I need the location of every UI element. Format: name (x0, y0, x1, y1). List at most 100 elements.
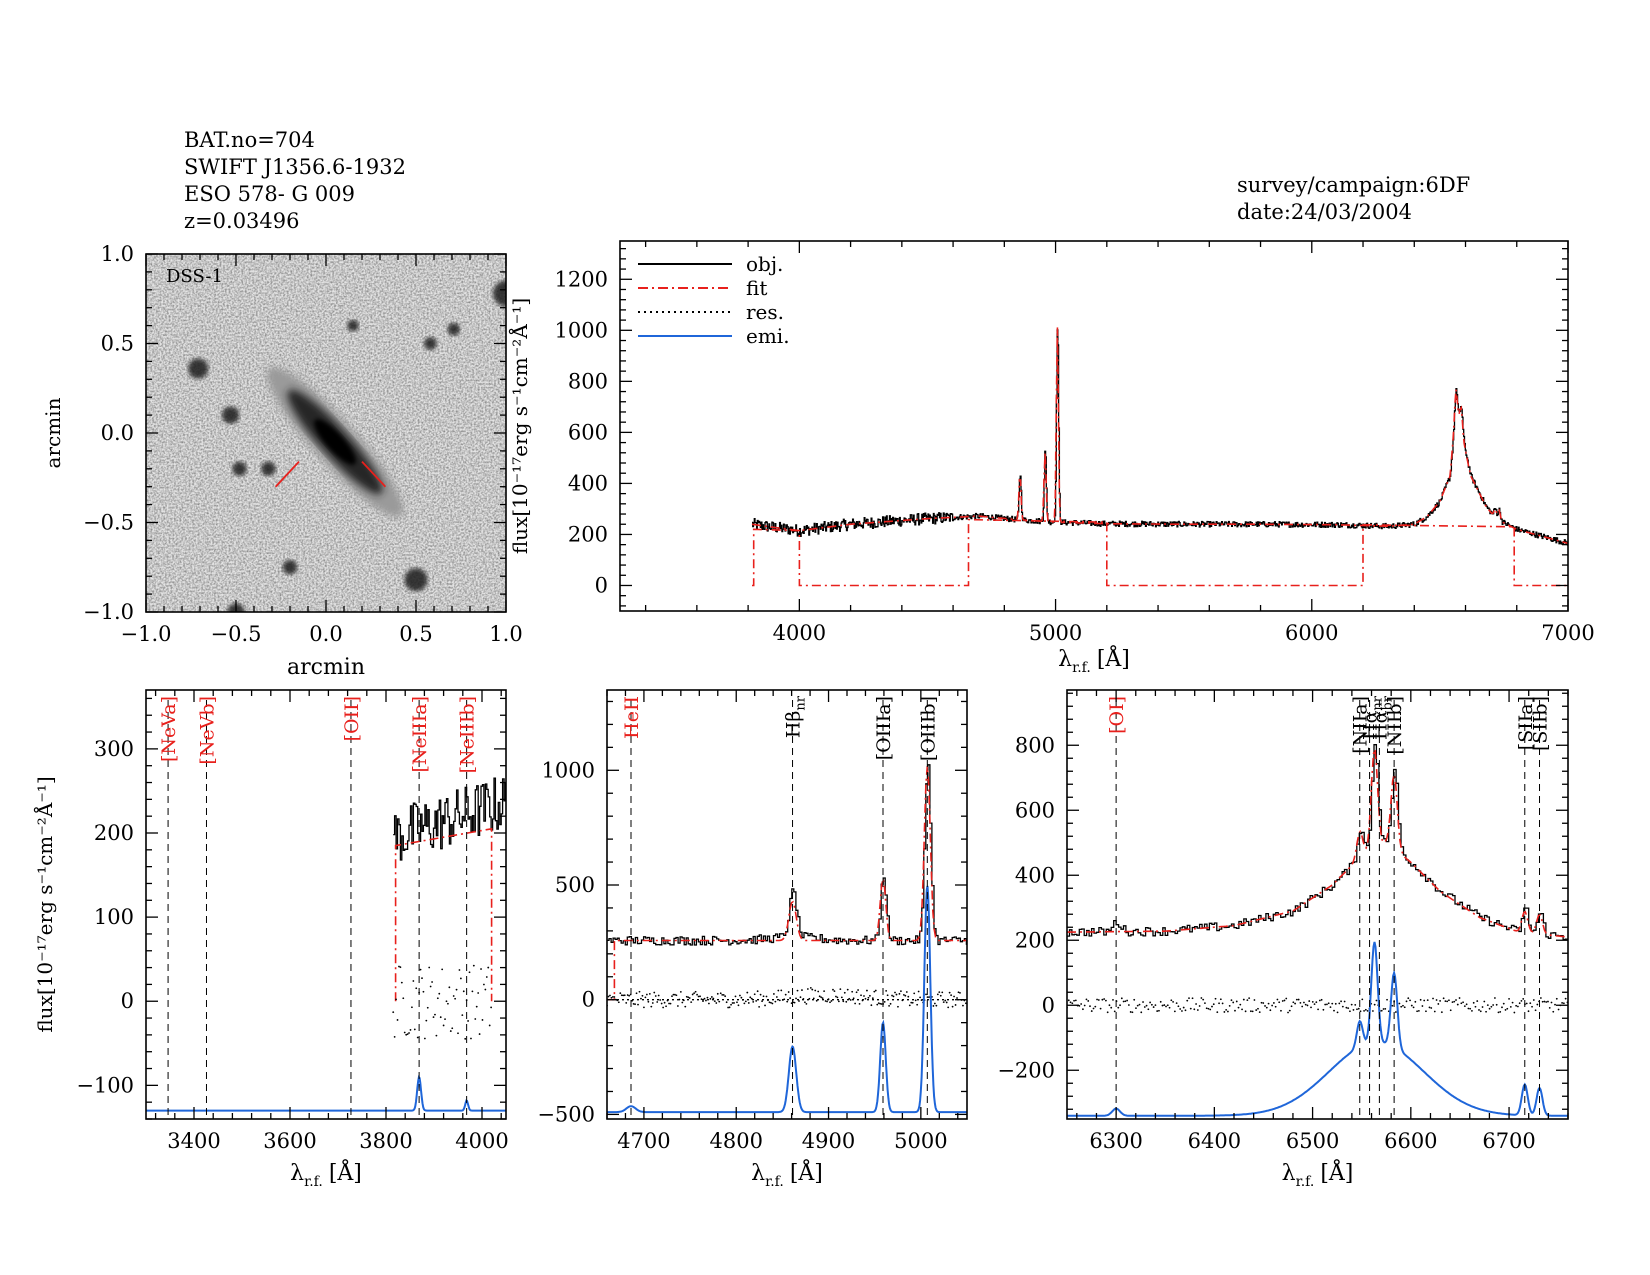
dss-galaxy (266, 366, 404, 517)
z1-xtick-label: 3600 (263, 1129, 316, 1153)
z1-ylabel: flux[10⁻¹⁷erg s⁻¹cm⁻²Å⁻¹] (32, 776, 57, 1032)
dss-star (493, 280, 506, 307)
dss-xtick-label: 1.0 (489, 622, 522, 646)
legend-label: res. (746, 300, 784, 324)
legend-label: fit (746, 276, 767, 300)
dss-ylabel: arcmin (41, 397, 65, 468)
z3-ytick-label: −200 (997, 1058, 1055, 1082)
dss-star (188, 358, 209, 379)
dss-xtick-label: 0.0 (309, 622, 342, 646)
header-galaxy-name: ESO 578- G 009 (184, 182, 355, 206)
z3-frame (1066, 689, 1569, 1120)
dss-star (261, 461, 276, 476)
z2-xtick-label: 5000 (894, 1129, 947, 1153)
z1-line-label: [NeVa] (158, 696, 180, 762)
header-redshift: z=0.03496 (184, 209, 300, 233)
full-ytick-label: 200 (568, 522, 608, 546)
z3-residuals (1067, 997, 1568, 1014)
z3-line-label: [SIIb] (1530, 696, 1552, 751)
z1-xtick-label: 3400 (167, 1129, 220, 1153)
dss-xtick-label: −1.0 (121, 622, 172, 646)
dss-ytick-label: 0.0 (101, 421, 134, 445)
z2-ytick-label: 0 (582, 988, 595, 1012)
zoom-panel-hbeta-oiii: HeII Hβnr [OIIIa] [OIIIb]4700 4800 4900 5000−5… (537, 689, 968, 1190)
z1-ytick-label: 0 (121, 989, 134, 1013)
z2-plot-area (607, 764, 967, 1114)
zoom-panel-neon: [NeVa] [NeVb] [OII] [NeIIIa] [NeIIIb] 3400 360… (32, 689, 509, 1190)
z3-xtick-label: 6500 (1286, 1129, 1339, 1153)
legend-label: obj. (746, 252, 783, 276)
z2-xlabel: λr.f. [Å] (751, 1158, 823, 1190)
z1-frame (145, 689, 507, 1120)
z2-xtick-label: 4700 (617, 1129, 670, 1153)
z1-residuals (392, 964, 493, 1040)
dss-star (347, 319, 359, 332)
full-plot-area (751, 327, 1568, 587)
z2-obj-spectrum (607, 764, 967, 946)
z3-plot-area (1067, 744, 1568, 1117)
z1-xtick-label: 4000 (455, 1129, 508, 1153)
z3-ytick-label: 600 (1015, 798, 1055, 822)
object-header: BAT.no=704 SWIFT J1356.6-1932 ESO 578- G… (184, 127, 406, 235)
header-swift-id: SWIFT J1356.6-1932 (184, 155, 406, 179)
dss-label: DSS-1 (166, 266, 223, 287)
dss-star (232, 461, 247, 476)
z1-line-label: [NeVb] (196, 696, 218, 765)
full-ytick-label: 400 (568, 471, 608, 495)
z1-ytick-label: −100 (76, 1073, 134, 1097)
full-obj-spectrum (752, 329, 1568, 546)
z1-xlabel: λr.f. [Å] (290, 1158, 362, 1190)
z2-frame (606, 689, 968, 1120)
full-xtick-label: 7000 (1541, 621, 1594, 645)
full-ytick-label: 600 (568, 420, 608, 444)
z2-emission-lines (607, 885, 967, 1114)
dss-ytick-label: 0.5 (101, 332, 134, 356)
full-xtick-label: 6000 (1285, 621, 1338, 645)
header-bat-number: BAT.no=704 (184, 128, 315, 152)
z3-emission-lines (1067, 941, 1568, 1117)
z2-fit-curve (607, 766, 967, 1001)
dss-ytick-label: −1.0 (83, 600, 134, 624)
dss-star (447, 322, 461, 336)
full-ytick-label: 0 (595, 573, 608, 597)
dss-xtick-label: −0.5 (211, 622, 262, 646)
z1-ytick-label: 200 (94, 821, 134, 845)
z1-ytick-label: 300 (94, 737, 134, 761)
z2-xtick-label: 4900 (802, 1129, 855, 1153)
full-fit-curve (751, 327, 1568, 545)
dss-position-marker (361, 461, 387, 488)
z3-line-label: [NIIb] (1384, 696, 1406, 755)
legend-label: emi. (746, 324, 790, 348)
full-ytick-label: 1200 (555, 267, 608, 291)
z2-line-label: HeII (621, 696, 643, 739)
z3-xtick-label: 6400 (1188, 1129, 1241, 1153)
survey-header: survey/campaign:6DF date:24/03/2004 (1237, 172, 1470, 226)
z3-ytick-label: 800 (1015, 733, 1055, 757)
z3-fit-curve (1067, 748, 1568, 938)
z1-plot-area (146, 777, 506, 1112)
full-xtick-label: 4000 (773, 621, 826, 645)
dss-image-panel: −1.0 −0.5 0.0 0.5 1.0 −1.0 −0.5 0.0 0.5 1.0 DSS-1 a… (41, 242, 523, 680)
header-survey: survey/campaign:6DF (1237, 173, 1471, 197)
z3-xtick-label: 6600 (1384, 1129, 1437, 1153)
full-fit-masks (752, 518, 1568, 587)
full-spectrum-panel: 4000 5000 6000 7000 0 200 400 600 800 1000 1200 λr.… (507, 240, 1595, 676)
z2-ytick-label: 500 (555, 873, 595, 897)
z1-xtick-label: 3800 (359, 1129, 412, 1153)
z3-ytick-label: 0 (1042, 993, 1055, 1017)
dss-ytick-label: 1.0 (101, 242, 134, 266)
z3-xtick-label: 6700 (1482, 1129, 1535, 1153)
z2-ytick-label: −500 (537, 1102, 595, 1126)
z3-line-label: [NIIa] (1350, 696, 1372, 754)
z3-xtick-label: 6300 (1089, 1129, 1142, 1153)
z3-ytick-label: 400 (1015, 863, 1055, 887)
z3-ytick-label: 200 (1015, 928, 1055, 952)
z3-line-label: [OI] (1106, 696, 1128, 734)
z2-residuals (607, 987, 967, 1009)
z3-obj-spectrum (1067, 744, 1568, 941)
z1-line-label: [OII] (341, 696, 363, 741)
z2-line-label: [OIIIb] (917, 696, 939, 761)
z1-line-label: [NeIIIb] (457, 696, 479, 773)
z1-obj-spectrum (393, 777, 506, 861)
